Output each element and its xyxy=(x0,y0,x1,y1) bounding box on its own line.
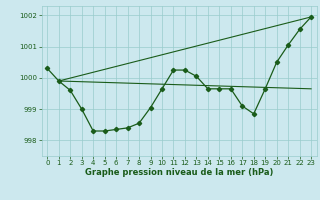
X-axis label: Graphe pression niveau de la mer (hPa): Graphe pression niveau de la mer (hPa) xyxy=(85,168,273,177)
